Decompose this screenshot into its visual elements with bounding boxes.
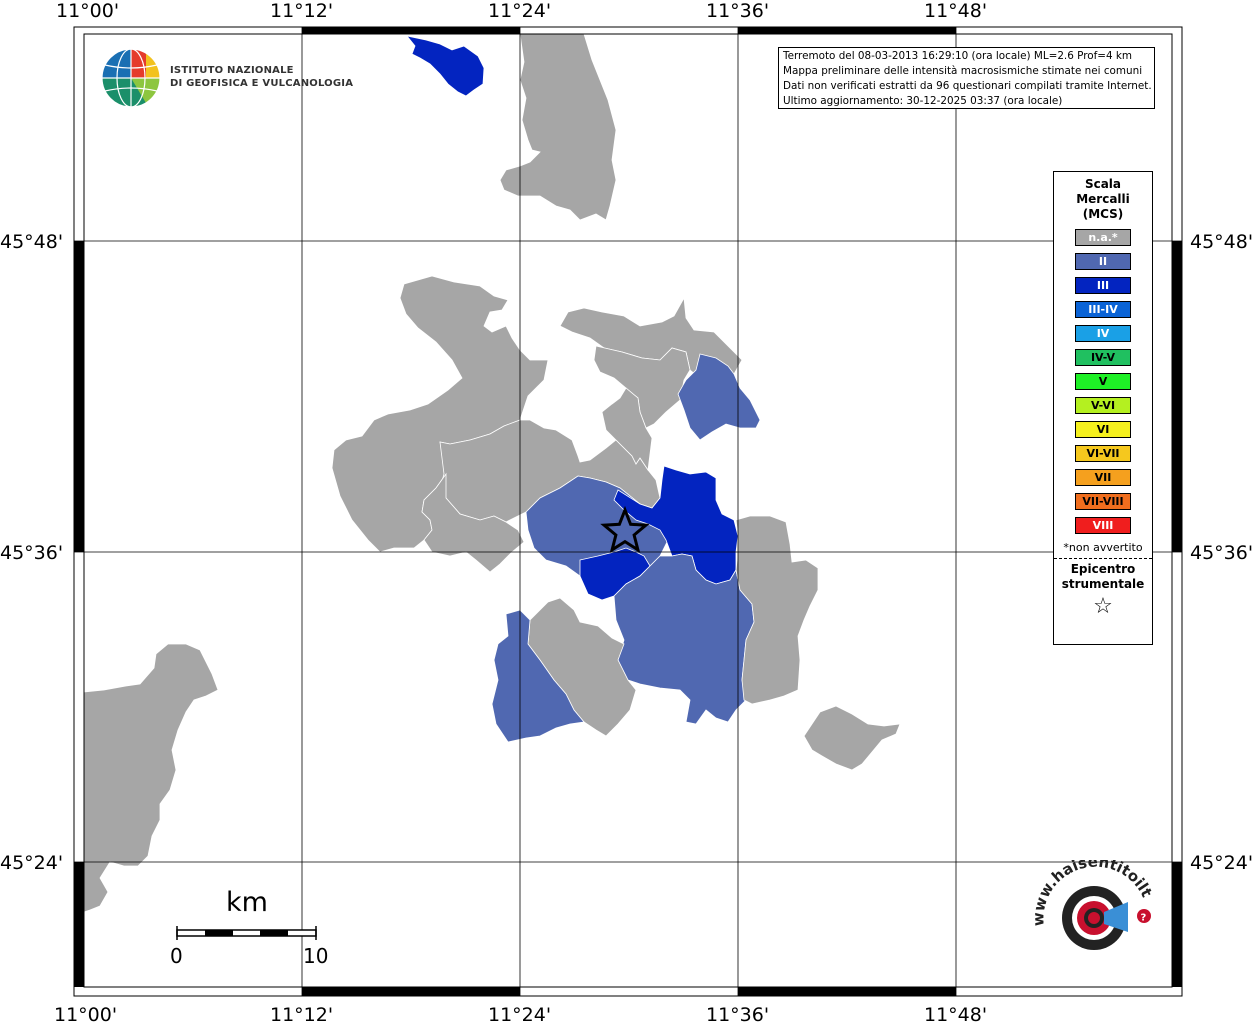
lon-label: 11°00'	[54, 1004, 117, 1024]
municipality-not-felt	[499, 34, 617, 221]
graticule	[74, 27, 1182, 996]
legend-swatch: VI	[1075, 421, 1131, 438]
legend-swatch: V-VI	[1075, 397, 1131, 414]
event-info-line: Ultimo aggiornamento: 30-12-2025 03:37 (…	[783, 95, 1063, 107]
municipality-intensity-II	[677, 353, 761, 441]
legend-swatch: V	[1075, 373, 1131, 390]
lon-labels-top: 11°00' 11°12' 11°24' 11°36' 11°48'	[56, 0, 987, 22]
lat-label: 45°36'	[0, 542, 63, 564]
legend-swatch: II	[1075, 253, 1131, 270]
lon-label: 11°36'	[706, 0, 769, 22]
legend-items: n.a.* II III III-IV IV IV-V V V-VI VI VI-VII VII VI…	[1054, 229, 1152, 534]
lat-labels-right: 45°48' 45°36' 45°24'	[1190, 231, 1253, 874]
municipality-not-felt	[593, 345, 691, 429]
legend-swatch: IV	[1075, 325, 1131, 342]
lon-label: 11°12'	[270, 1004, 333, 1024]
legend-swatch: VII-VIII	[1075, 493, 1131, 510]
legend-note: *non avvertito	[1063, 541, 1143, 554]
lon-label: 11°48'	[924, 0, 987, 22]
lon-labels-bottom: 11°00' 11°12' 11°24' 11°36' 11°48'	[54, 1004, 987, 1024]
legend-epicentre-label: Epicentro strumentale	[1054, 562, 1152, 592]
lat-labels-left: 45°48' 45°36' 45°24'	[0, 231, 63, 874]
legend-star-icon: ☆	[1093, 594, 1113, 619]
lon-label: 11°24'	[488, 1004, 551, 1024]
legend-swatch: VI-VII	[1075, 445, 1131, 462]
event-info-box: Terremoto del 08-03-2013 16:29:10 (ora l…	[778, 47, 1155, 109]
event-info-line: Mappa preliminare delle intensità macros…	[783, 65, 1143, 77]
scale-bar-min: 0	[170, 944, 183, 968]
legend-epicentre-line: strumentale	[1061, 577, 1145, 591]
legend-swatch: III	[1075, 277, 1131, 294]
map-frame	[73, 26, 1183, 997]
lat-label: 45°24'	[1190, 852, 1253, 874]
lon-label: 11°48'	[924, 1004, 987, 1024]
ingv-logo-line: ISTITUTO NAZIONALE	[170, 65, 294, 76]
legend-title: Scala Mercalli (MCS)	[1054, 177, 1152, 222]
municipality-not-felt	[803, 705, 901, 771]
ingv-logo-line: DI GEOFISICA E VULCANOLOGIA	[170, 78, 354, 89]
lon-label: 11°00'	[56, 0, 119, 22]
lat-label: 45°48'	[0, 231, 63, 253]
scale-bar	[176, 926, 317, 940]
municipality-intensity-II	[613, 553, 755, 725]
legend-epicentre-line: Epicentro	[1070, 562, 1136, 576]
svg-text:?: ?	[1141, 913, 1147, 924]
legend-swatch: VII	[1075, 469, 1131, 486]
legend-swatch: III-IV	[1075, 301, 1131, 318]
lon-label: 11°12'	[270, 0, 333, 22]
legend-title-line: Scala	[1084, 177, 1122, 191]
legend-title-line: (MCS)	[1082, 207, 1124, 221]
lat-label: 45°36'	[1190, 542, 1253, 564]
municipality-not-felt	[735, 515, 819, 705]
municipality-intensity-II	[491, 609, 585, 743]
scale-bar-unit: km	[226, 887, 268, 918]
legend-swatch: VIII	[1075, 517, 1131, 534]
municipality-layer	[84, 34, 901, 913]
municipality-not-felt	[421, 472, 525, 573]
event-info-line: Dati non verificati estratti da 96 quest…	[783, 80, 1152, 92]
scale-bar-max: 10	[303, 944, 329, 968]
lon-label: 11°24'	[488, 0, 551, 22]
legend-swatch: IV-V	[1075, 349, 1131, 366]
municipality-intensity-III	[613, 465, 739, 585]
epicentre-star-icon	[600, 505, 650, 554]
legend-divider	[1054, 558, 1152, 559]
ingv-logo-text: ISTITUTO NAZIONALE DI GEOFISICA E VULCAN…	[170, 64, 353, 90]
event-info-line: Terremoto del 08-03-2013 16:29:10 (ora l…	[783, 50, 1133, 62]
municipality-intensity-III	[405, 35, 485, 97]
lat-label: 45°48'	[1190, 231, 1253, 253]
legend-swatch: n.a.*	[1075, 229, 1131, 246]
municipality-not-felt	[84, 643, 219, 913]
legend-title-line: Mercalli	[1076, 192, 1130, 206]
lon-label: 11°36'	[706, 1004, 769, 1024]
intensity-legend: Scala Mercalli (MCS) n.a.* II III III-IV IV I…	[1053, 171, 1153, 645]
ingv-globe-logo-icon	[101, 48, 161, 108]
lat-label: 45°24'	[0, 852, 63, 874]
municipality-not-felt	[601, 387, 653, 472]
haisentito-target-logo-icon: ? www.haisentitoilterremoto.it	[1032, 860, 1156, 950]
